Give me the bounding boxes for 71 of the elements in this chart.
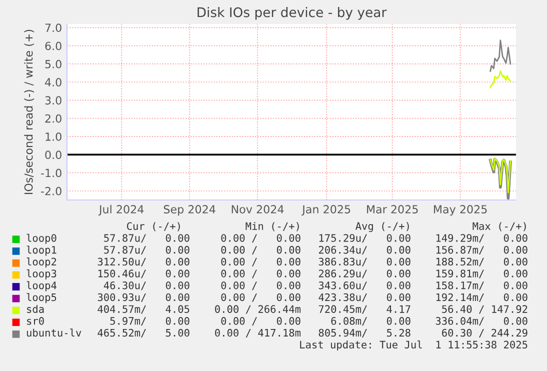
y-tick-label: -2.0: [41, 186, 62, 196]
text: 404.57m/ 4.05: [98, 305, 190, 314]
y-tick-label: 4.0: [45, 78, 62, 86]
text: 156.87m/ 0.00: [436, 246, 528, 255]
text: Max (-/+): [472, 222, 526, 232]
text: 343.60u/ 0.00: [318, 281, 410, 290]
text: Last update: Tue Jul 1 11:55:38 2025: [300, 340, 528, 350]
text: 0.00 / 0.00: [221, 234, 300, 243]
text: 0.00 / 0.00: [221, 317, 300, 326]
y-tick-label: -1.0: [41, 168, 62, 178]
legend-label: sda: [27, 305, 44, 313]
legend-label: sr0: [27, 317, 44, 325]
text: 336.04m/ 0.00: [436, 317, 528, 326]
text: 0.00 / 0.00: [221, 293, 300, 302]
text: 56.40 / 147.92: [442, 305, 528, 314]
text: 0.00 / 0.00: [221, 246, 300, 255]
text: Avg (-/+): [356, 222, 409, 232]
x-tick-label: Sep 2024: [164, 205, 216, 216]
y-tick-label: 2.0: [45, 114, 62, 123]
text: 57.87u/ 0.00: [104, 246, 190, 255]
legend-label: ubuntu-lv: [26, 328, 82, 337]
text: 192.14m/ 0.00: [436, 293, 528, 302]
text: 5.97m/ 0.00: [110, 317, 190, 326]
x-tick-label: Jan 2025: [302, 205, 350, 216]
text: 720.45m/ 4.17: [318, 305, 410, 314]
text: 159.81m/ 0.00: [436, 270, 528, 278]
text: 0.00 / 266.44m: [215, 305, 301, 314]
text: 300.93u/ 0.00: [98, 293, 190, 302]
y-axis-title: IOs/second read (-) / write (+): [24, 30, 34, 194]
text: 465.52m/ 5.00: [98, 328, 190, 338]
text: 0.00 / 0.00: [221, 258, 300, 266]
text: 175.29u/ 0.00: [319, 234, 410, 243]
text: 0.00 / 0.00: [221, 281, 300, 290]
legend-label: loop5: [26, 293, 56, 304]
x-tick-label: May 2025: [434, 205, 487, 216]
text: 46.30u/ 0.00: [104, 281, 190, 290]
text: 57.87u/ 0.00: [104, 234, 190, 243]
x-tick-label: Jul 2024: [98, 204, 144, 216]
legend-label: loop1: [26, 246, 56, 256]
legend-label: loop3: [26, 269, 56, 280]
line-series: [490, 70, 512, 88]
line-series: [490, 158, 512, 194]
y-tick-label: 5.0: [45, 60, 62, 68]
text: 188.52m/ 0.00: [436, 258, 528, 266]
x-tick-label: Mar 2025: [367, 205, 418, 214]
text: Min (-/+): [246, 222, 299, 232]
line-series: [490, 40, 512, 72]
text: 423.38u/ 0.00: [318, 293, 410, 302]
y-tick-label: 1.0: [46, 132, 62, 141]
text: 386.83u/ 0.00: [318, 258, 410, 266]
text: 6.08m/ 0.00: [331, 317, 410, 326]
y-tick-label: 7.0: [45, 24, 62, 32]
legend-label: loop2: [26, 258, 56, 268]
legend-label: loop0: [26, 234, 56, 244]
text: 206.34u/ 0.00: [318, 246, 410, 255]
text: 0.00 / 0.00: [221, 270, 300, 278]
y-tick-label: 0.0: [45, 150, 62, 160]
text: 0.00 / 417.18m: [215, 328, 301, 338]
x-tick-label: Nov 2024: [232, 205, 284, 214]
text: 60.30 / 244.29: [442, 328, 528, 338]
text: 286.29u/ 0.00: [318, 270, 410, 278]
text: Cur (-/+): [127, 222, 180, 232]
y-tick-label: 6.0: [45, 42, 62, 50]
text: 149.29m/ 0.00: [436, 234, 528, 243]
chart-title: Disk IOs per device - by year: [198, 7, 387, 20]
y-tick-label: 3.0: [45, 96, 62, 105]
text: 150.46u/ 0.00: [98, 270, 190, 278]
text: 158.17m/ 0.00: [436, 281, 528, 290]
text: 312.50u/ 0.00: [98, 258, 190, 266]
text: 805.94m/ 5.28: [318, 328, 410, 338]
legend-label: loop4: [26, 281, 56, 292]
